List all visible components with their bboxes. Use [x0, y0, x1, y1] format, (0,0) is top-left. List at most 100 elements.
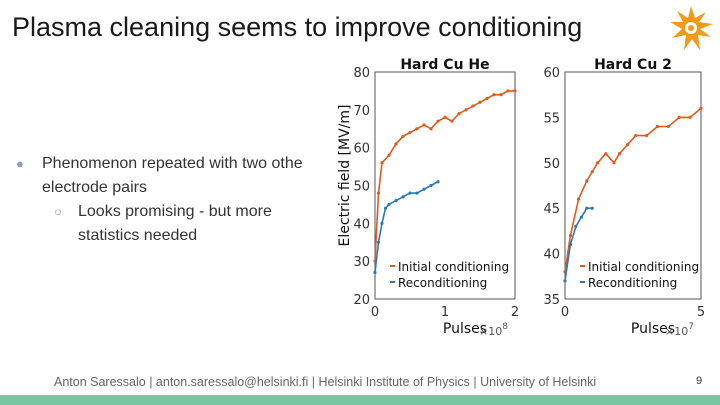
data-point [450, 119, 454, 123]
data-point [443, 115, 447, 119]
data-point [387, 153, 391, 157]
bullet-dot-icon: ● [16, 156, 24, 171]
legend-label: Initial conditioning [588, 260, 699, 274]
data-point [380, 161, 384, 165]
data-point [394, 199, 398, 203]
y-tick-label: 60 [353, 142, 370, 157]
series-line-initial [564, 107, 702, 272]
x-axis-label: Pulses [631, 321, 675, 337]
data-point [464, 108, 468, 112]
plot-frame [564, 71, 702, 300]
y-tick-label: 30 [353, 255, 370, 270]
legend-box [387, 257, 513, 289]
data-point [429, 127, 433, 131]
data-point [677, 115, 681, 119]
data-point [585, 206, 589, 210]
data-point [568, 242, 573, 247]
data-point [634, 133, 638, 138]
plot-title: Hard Cu 2 [594, 57, 672, 73]
y-tick-label: 45 [543, 202, 560, 217]
data-point [429, 183, 433, 188]
data-point [617, 152, 621, 156]
data-point [590, 206, 594, 210]
data-point [408, 191, 412, 195]
x-tick-label: 0 [371, 305, 379, 320]
y-tick-label: 35 [543, 293, 560, 308]
data-point [373, 270, 377, 275]
data-point [645, 133, 649, 138]
data-point [666, 124, 670, 129]
footer-text: Anton Saressalo | anton.saressalo@helsin… [54, 375, 597, 389]
data-point [471, 104, 475, 108]
data-point [408, 130, 412, 135]
data-point [499, 93, 503, 97]
y-tick-label: 40 [353, 217, 370, 232]
y-axis-label: Electric field [MV/m] [337, 105, 353, 247]
data-point [579, 215, 583, 219]
x-tick-label: 5 [697, 305, 705, 320]
bullet-text: electrode pairs [42, 179, 147, 196]
data-point [387, 202, 391, 207]
data-point [612, 161, 616, 165]
data-point [422, 187, 426, 191]
data-point [376, 191, 381, 195]
data-point [513, 89, 517, 93]
y-tick-label: 55 [543, 111, 560, 126]
bullet-item: ● Phenomenon repeated with two othe elec… [16, 152, 303, 200]
series-line-initial [374, 90, 515, 262]
data-point [699, 106, 703, 110]
data-point [577, 197, 581, 201]
data-point [401, 195, 405, 199]
data-point [376, 240, 381, 244]
y-tick-label: 50 [543, 157, 560, 172]
y-tick-label: 40 [543, 248, 560, 263]
data-point [563, 279, 567, 283]
data-point [457, 112, 461, 116]
y-tick-label: 50 [353, 180, 370, 195]
sub-bullet-text: Looks promising - but more [78, 203, 272, 220]
x-tick-label: 0 [561, 305, 569, 320]
data-point [485, 96, 489, 101]
sub-bullet-item: ○ Looks promising - but more statistics … [16, 200, 303, 248]
data-point [383, 206, 388, 210]
x-tick-label: 2 [511, 305, 519, 320]
data-point [655, 124, 660, 129]
data-point [380, 221, 384, 225]
data-point [394, 142, 398, 146]
data-point [422, 123, 426, 127]
data-point [574, 224, 578, 228]
footer-bar [0, 395, 720, 405]
data-point [596, 161, 600, 165]
page-number: 9 [696, 375, 703, 387]
data-point [415, 127, 419, 131]
y-tick-label: 60 [543, 66, 560, 81]
plot-title: Hard Cu He [400, 57, 489, 73]
sub-bullet-text: statistics needed [78, 227, 198, 244]
data-point [604, 152, 608, 156]
plot-frame [374, 71, 516, 300]
data-point [436, 180, 440, 184]
data-point [492, 93, 496, 97]
data-point [590, 170, 594, 174]
bullet-list: ● Phenomenon repeated with two othe elec… [16, 152, 303, 248]
university-logo-icon [666, 4, 716, 54]
y-tick-label: 70 [353, 104, 370, 119]
data-point [625, 143, 630, 147]
data-point [568, 233, 573, 238]
x-multiplier-label: ×107 [665, 322, 694, 338]
y-tick-label: 80 [353, 66, 370, 81]
legend-box [577, 257, 699, 289]
data-point [401, 134, 405, 138]
legend-label: Reconditioning [588, 276, 677, 290]
slide-title: Plasma cleaning seems to improve conditi… [12, 12, 583, 42]
data-point [688, 115, 692, 119]
data-point [436, 119, 440, 123]
y-tick-label: 20 [353, 293, 370, 308]
legend-label: Reconditioning [398, 276, 487, 290]
bullet-text: Phenomenon repeated with two othe [42, 155, 303, 172]
x-axis-label: Pulses [443, 321, 487, 337]
conditioning-plots: Hard Cu He 20 30 40 50 60 70 80 0 1 2 Pulses ×108 Ele… [335, 52, 720, 342]
data-point [506, 89, 510, 93]
x-multiplier-label: ×108 [479, 322, 508, 338]
